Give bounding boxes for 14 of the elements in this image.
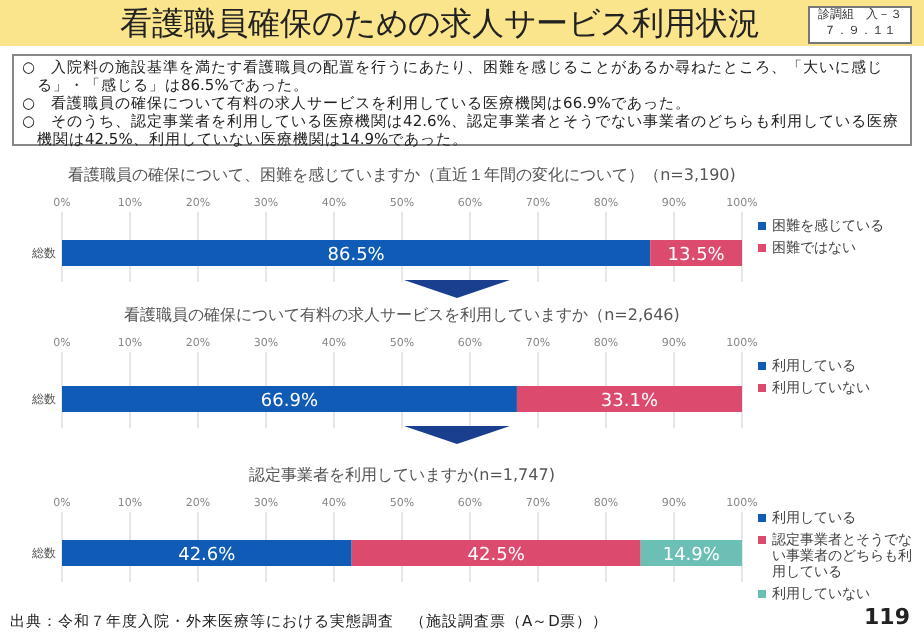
- data-label: 42.6%: [178, 545, 237, 566]
- data-label: 33.1%: [600, 391, 659, 412]
- chart-title: 看護職員の確保について、困難を感じていますか（直近１年間の変化について）（n=3,190): [68, 166, 736, 184]
- data-label: 14.9%: [662, 545, 721, 566]
- data-label: 86.5%: [327, 245, 386, 266]
- chart-title: 認定事業者を利用していますか(n=1,747): [249, 466, 555, 484]
- bar: [62, 540, 352, 566]
- data-label: 42.5%: [467, 545, 526, 566]
- chart-title: 看護職員の確保について有料の求人サービスを利用していますか（n=2,646): [124, 306, 680, 324]
- data-label: 66.9%: [260, 391, 319, 412]
- text: 119: [862, 604, 910, 630]
- text: 看護職員確保のための求人サービス利用状況: [118, 4, 762, 42]
- data-label: 13.5%: [667, 245, 726, 266]
- bar: [351, 540, 641, 566]
